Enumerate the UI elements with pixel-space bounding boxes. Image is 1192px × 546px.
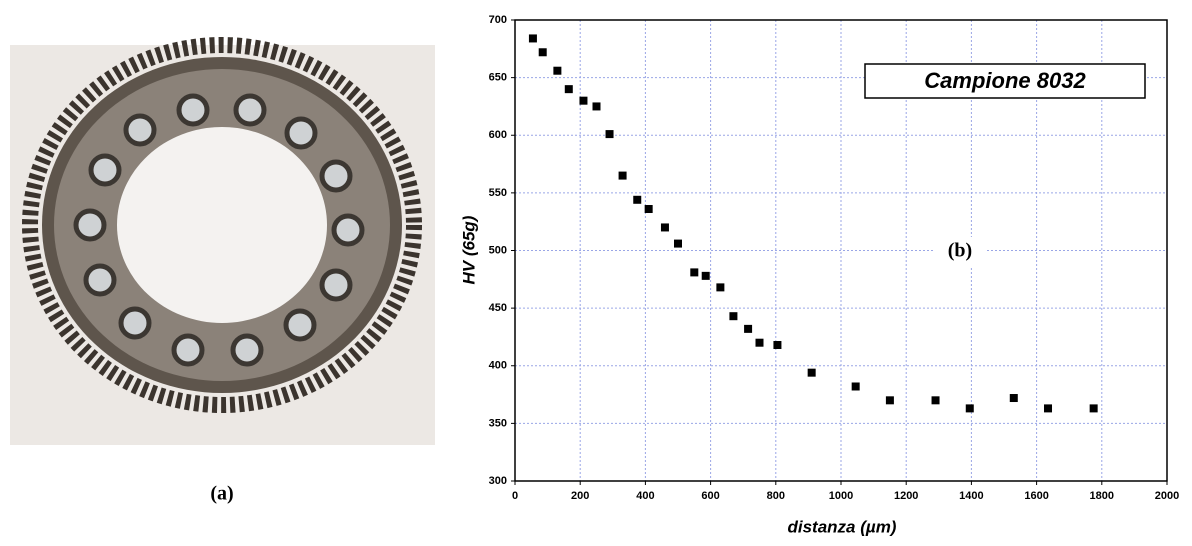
data-point [885, 396, 894, 405]
data-point [579, 96, 588, 105]
data-point [965, 404, 974, 413]
x-axis-label: distanza (µm) [788, 517, 897, 536]
data-point [807, 368, 816, 377]
gear-photo: (a) [10, 37, 435, 505]
x-tick-label: 600 [701, 490, 719, 502]
data-point [633, 195, 642, 204]
y-tick-label: 450 [489, 302, 507, 314]
x-tick-label: 1400 [959, 490, 983, 502]
chart: Campione 8032 (b) distanza (µm) HV (65g)… [459, 14, 1179, 537]
x-tick-label: 1600 [1024, 490, 1048, 502]
data-point [618, 171, 627, 180]
y-tick-label: 550 [489, 187, 507, 199]
y-tick-label: 500 [489, 244, 507, 256]
data-point [744, 324, 753, 333]
y-tick-label: 600 [489, 129, 507, 141]
data-point [644, 205, 653, 214]
x-tick-label: 200 [571, 490, 589, 502]
y-tick-label: 650 [489, 72, 507, 84]
data-point [564, 85, 573, 94]
x-tick-label: 2000 [1155, 490, 1179, 502]
y-tick-label: 400 [489, 360, 507, 372]
data-point [528, 34, 537, 43]
x-tick-label: 400 [636, 490, 654, 502]
y-tick-label: 350 [489, 417, 507, 429]
y-tick-label: 300 [489, 475, 507, 487]
data-point [729, 312, 738, 321]
data-point [605, 130, 614, 139]
x-tick-label: 1800 [1090, 490, 1114, 502]
annotation: (b) [948, 240, 972, 262]
x-tick-label: 1200 [894, 490, 918, 502]
data-point [716, 283, 725, 292]
annotation: Campione 8032 [924, 68, 1086, 93]
data-point [851, 382, 860, 391]
y-axis-label: HV (65g) [459, 215, 478, 284]
data-point [538, 48, 547, 57]
x-tick-label: 1000 [829, 490, 853, 502]
data-point [773, 341, 782, 350]
data-point [674, 239, 682, 248]
data-point [690, 268, 699, 277]
data-point [553, 66, 562, 75]
annotation-box [864, 63, 1146, 99]
data-point [660, 223, 669, 232]
data-point [1009, 394, 1018, 403]
data-point [1089, 404, 1098, 413]
data-point [931, 396, 940, 405]
data-point [592, 102, 601, 111]
photo-label: (a) [210, 483, 233, 505]
data-point [701, 271, 710, 280]
data-point [1044, 404, 1053, 413]
annotation-bg [935, 237, 985, 267]
x-tick-label: 0 [512, 490, 518, 502]
y-tick-label: 700 [489, 14, 507, 26]
data-point [755, 338, 764, 347]
x-tick-label: 800 [767, 490, 785, 502]
